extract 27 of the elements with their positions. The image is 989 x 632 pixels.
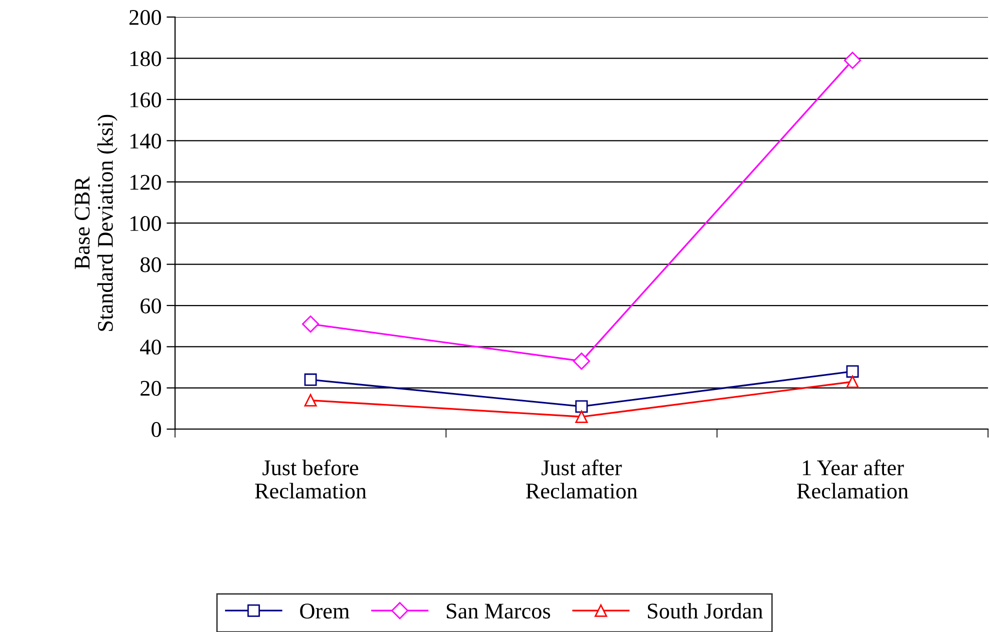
y-tick-label: 20 <box>140 380 162 396</box>
point <box>575 400 588 413</box>
y-tick-label: 180 <box>130 51 162 66</box>
y-tick-label: 120 <box>130 174 162 190</box>
x-tick-label: Just before Reclamation <box>255 459 366 499</box>
y-tick-label: 100 <box>130 216 162 232</box>
y-tick-label: 200 <box>130 10 162 25</box>
point <box>302 316 320 333</box>
point <box>846 375 859 388</box>
x-tick-label: Just after Reclamation <box>526 459 638 499</box>
legend-label: San Marcos <box>446 604 550 619</box>
point <box>846 365 859 378</box>
point <box>575 410 588 424</box>
point <box>304 373 317 386</box>
y-axis-title: Base CBR Standard Deviation (ksi) <box>74 114 118 331</box>
y-tick-label: 80 <box>140 257 162 272</box>
point <box>844 52 862 69</box>
y-tick-label: 60 <box>140 298 162 314</box>
y-tick-label: 140 <box>130 134 162 149</box>
y-tick-label: 0 <box>152 422 162 438</box>
point <box>304 394 317 407</box>
y-tick-label: 40 <box>140 340 162 355</box>
legend-label: South Jordan <box>648 602 763 619</box>
legend-label: Orem <box>300 604 350 619</box>
y-tick-label: 160 <box>130 92 162 108</box>
point <box>572 352 590 370</box>
x-tick-label: 1 Year after Reclamation <box>797 459 908 499</box>
